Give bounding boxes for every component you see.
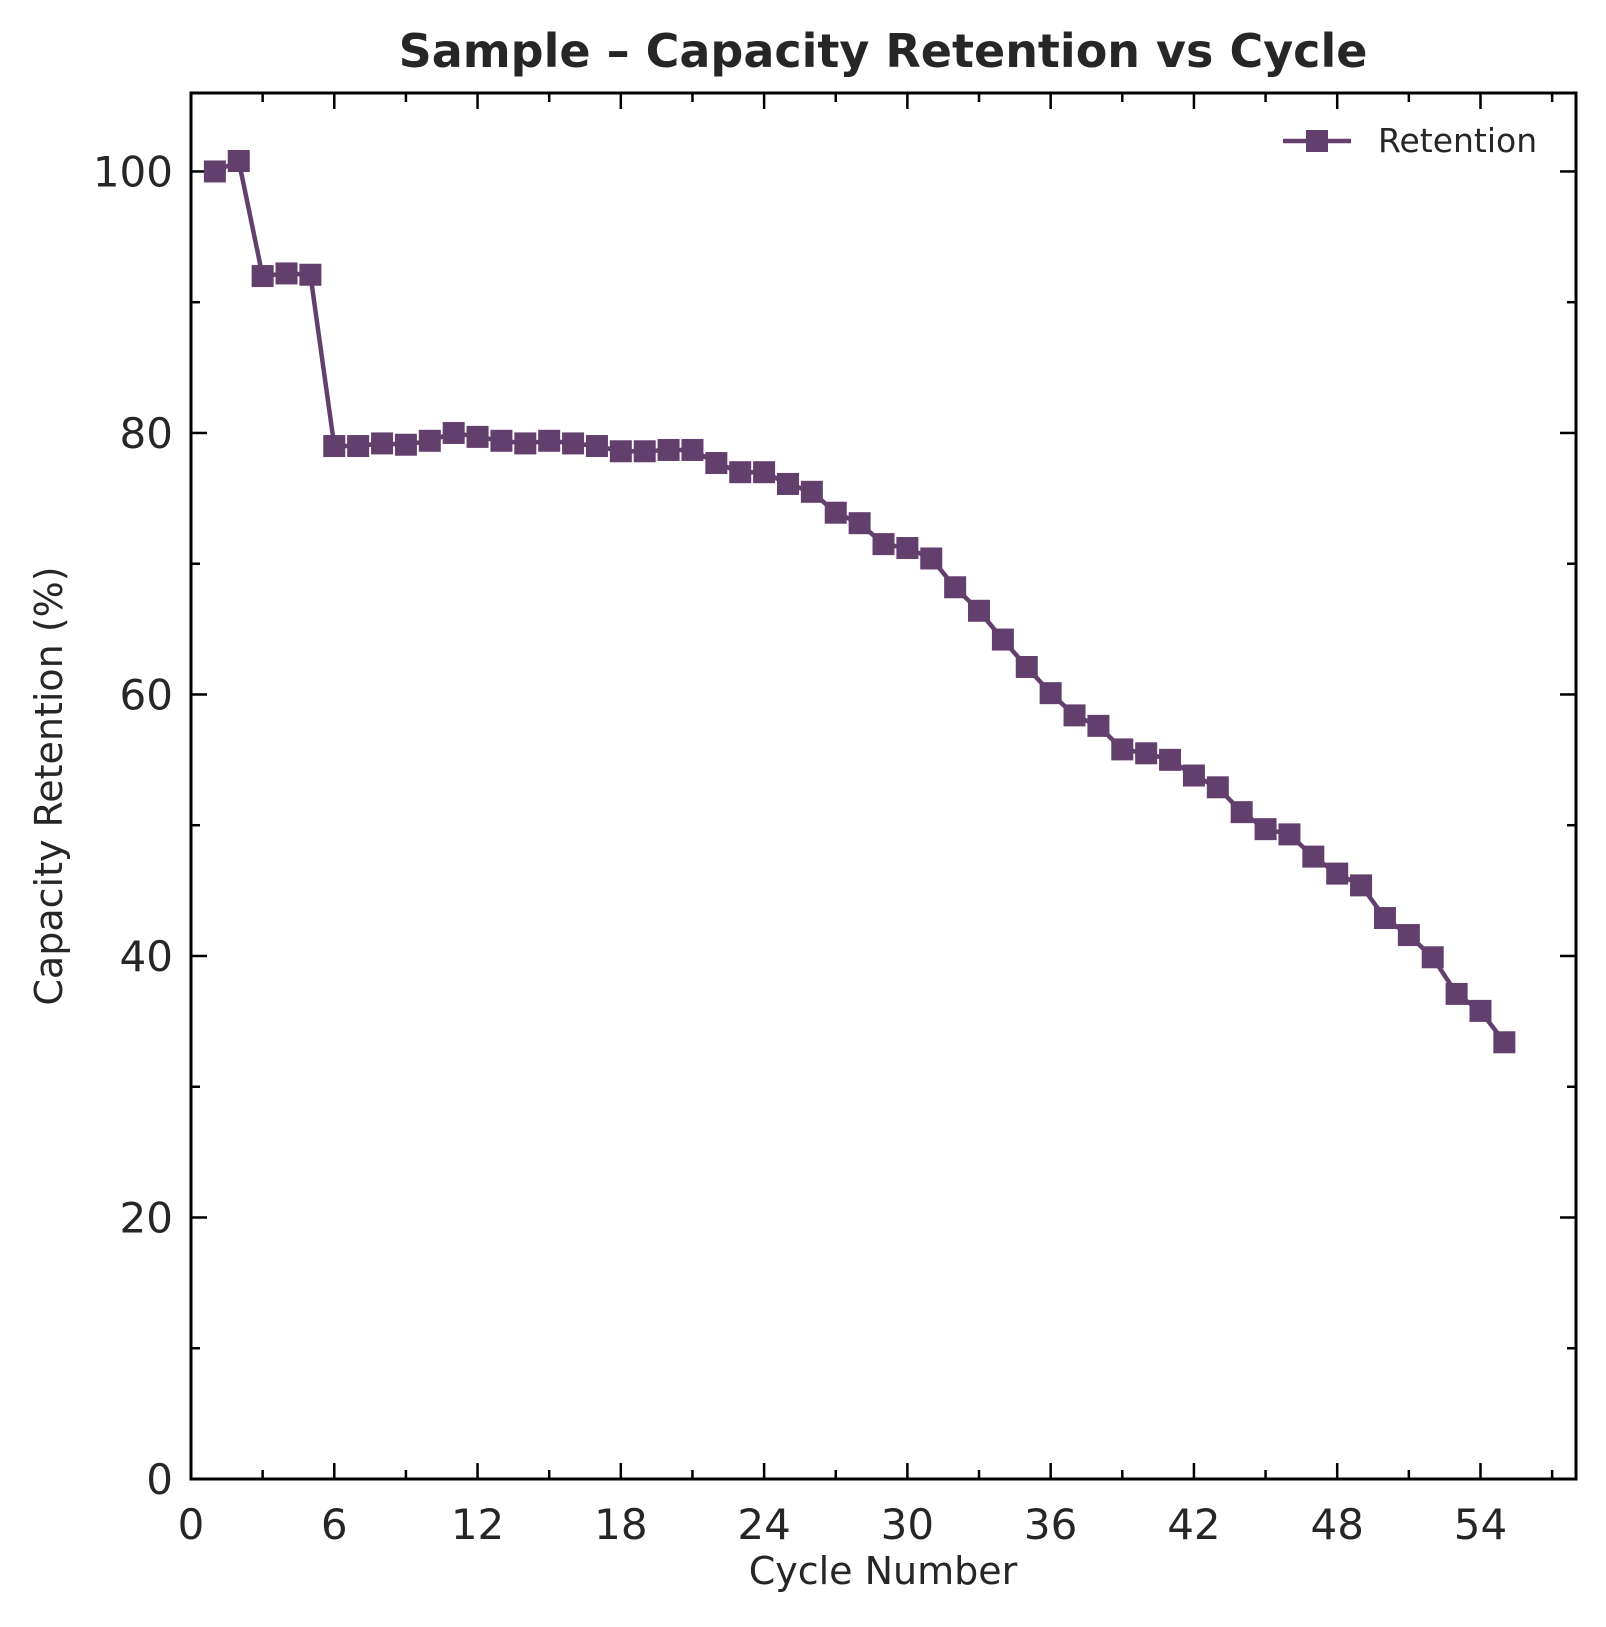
data-point [657,438,680,461]
data-point [538,429,561,452]
data-point [944,576,967,599]
data-point [1254,818,1277,841]
legend-label: Retention [1378,121,1537,160]
data-point [514,432,537,455]
tick-labels: 0 6 12 18 24 30 36 42 48 54 0 20 40 60 80 100 [93,147,1507,1549]
x-tick-label: 36 [1024,1500,1077,1549]
data-point [562,432,585,455]
data-point [1159,748,1182,771]
y-axis-label: Capacity Retention (%) [27,566,71,1005]
data-point [394,433,417,456]
y-tick-label: 20 [120,1193,173,1242]
data-point [1135,742,1158,765]
data-point [418,429,441,452]
data-point [848,512,871,535]
y-tick-label: 80 [120,409,173,458]
data-point [323,435,346,458]
data-point [275,262,298,285]
x-tick-label: 54 [1454,1500,1507,1549]
x-tick-label: 12 [451,1500,504,1549]
data-point [1111,738,1134,761]
data-point [1039,682,1062,705]
data-point [371,432,394,455]
y-tick-label: 40 [120,932,173,981]
axis-ticks [189,93,1576,1481]
x-tick-label: 42 [1167,1500,1220,1549]
retention-line [213,158,1507,1044]
data-point [824,501,847,524]
data-point [347,435,370,458]
data-point [872,533,895,556]
axes-frame [189,91,1578,1481]
data-point [1397,924,1420,947]
data-point [1015,656,1038,679]
series-group [203,149,1516,1054]
data-point [1063,704,1086,727]
x-tick-label: 24 [737,1500,790,1549]
data-point [1206,776,1229,799]
plot-area: 0 6 12 18 24 30 36 42 48 54 0 20 40 60 80 100 [93,91,1578,1549]
chart-title: Sample – Capacity Retention vs Cycle [399,24,1368,78]
data-point [729,461,752,484]
data-point [920,547,943,570]
data-point [776,472,799,495]
x-tick-label: 30 [881,1500,934,1549]
data-point [1230,801,1253,824]
data-point [203,160,226,183]
data-point [753,461,776,484]
data-point [800,480,823,503]
legend: Retention [1283,121,1537,160]
data-point [442,421,465,444]
data-point [1469,999,1492,1022]
data-point [1373,907,1396,930]
data-point [299,263,322,286]
data-point [1302,845,1325,868]
y-tick-label: 0 [146,1455,173,1504]
data-point [705,452,728,475]
data-point [1087,714,1110,737]
data-point [633,440,656,463]
data-point [968,599,991,622]
data-point [1182,764,1205,787]
x-tick-label: 18 [594,1500,647,1549]
y-tick-label: 100 [93,147,173,196]
x-tick-label: 0 [178,1500,205,1549]
data-point [1350,874,1373,897]
data-point [1445,982,1468,1005]
data-point [1421,946,1444,969]
data-point [227,149,250,172]
data-point [585,435,608,458]
data-point [681,438,704,461]
x-tick-label: 48 [1310,1500,1363,1549]
legend-marker [1306,130,1328,152]
data-point [896,537,919,560]
data-point [490,429,513,452]
data-point [1278,823,1301,846]
y-tick-label: 60 [120,670,173,719]
data-point [251,265,274,288]
data-point [1326,862,1349,885]
data-point [991,628,1014,651]
x-axis-label: Cycle Number [749,1549,1018,1593]
data-point [609,440,632,463]
x-tick-label: 6 [321,1500,348,1549]
data-point [1493,1031,1516,1054]
data-point [466,425,489,448]
